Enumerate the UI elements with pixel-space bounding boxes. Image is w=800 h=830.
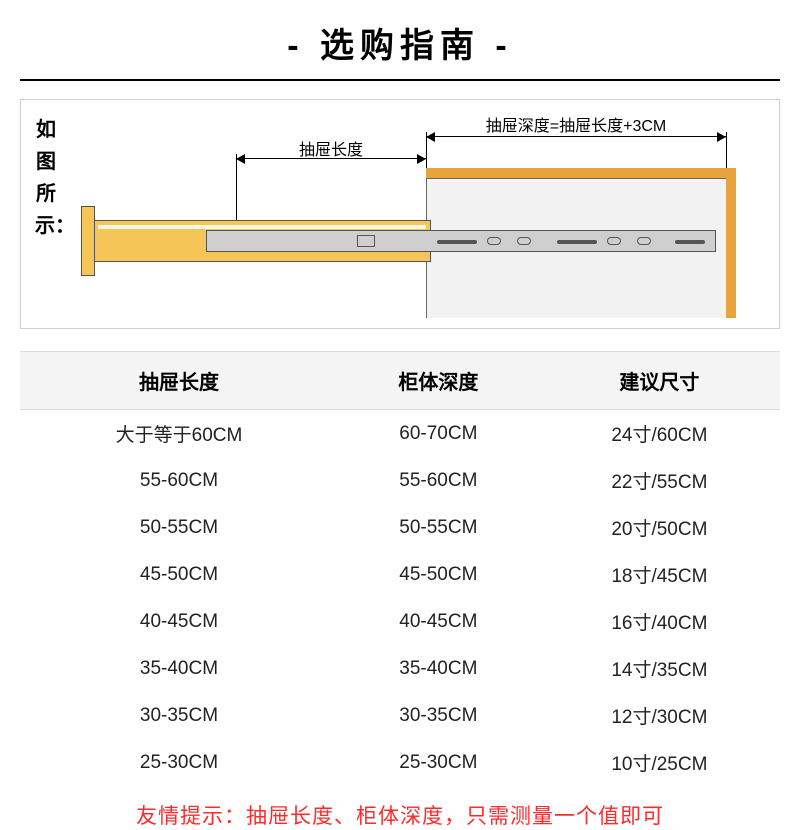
dim-line-depth: [426, 136, 726, 137]
table-cell: 50-55CM: [338, 504, 539, 551]
table-body: 大于等于60CM60-70CM24寸/60CM55-60CM55-60CM22寸…: [20, 410, 780, 787]
table-row: 40-45CM40-45CM16寸/40CM: [20, 598, 780, 645]
dim-label-length: 抽屉长度: [256, 136, 406, 160]
table-cell: 30-35CM: [20, 692, 338, 739]
table-row: 45-50CM45-50CM18寸/45CM: [20, 551, 780, 598]
table-cell: 24寸/60CM: [539, 410, 780, 458]
table-cell: 55-60CM: [20, 457, 338, 504]
rail-slot: [437, 240, 477, 244]
table-cell: 22寸/55CM: [539, 457, 780, 504]
table-cell: 60-70CM: [338, 410, 539, 458]
table-cell: 25-30CM: [20, 739, 338, 786]
col-header: 建议尺寸: [539, 352, 780, 410]
table-cell: 18寸/45CM: [539, 551, 780, 598]
table-cell: 40-45CM: [338, 598, 539, 645]
table-header-row: 抽屉长度 柜体深度 建议尺寸: [20, 352, 780, 410]
divider: [20, 79, 780, 81]
dim-tick: [726, 132, 727, 170]
table-cell: 45-50CM: [338, 551, 539, 598]
rail-hole-icon: [487, 237, 501, 245]
size-table: 抽屉长度 柜体深度 建议尺寸 大于等于60CM60-70CM24寸/60CM55…: [20, 351, 780, 786]
dim-label-depth: 抽屉深度=抽屉长度+3CM: [436, 112, 716, 136]
rail-slot: [557, 240, 597, 244]
rail-end-icon: [357, 235, 375, 247]
table-cell: 55-60CM: [338, 457, 539, 504]
table-cell: 35-40CM: [20, 645, 338, 692]
rail-hole-icon: [637, 237, 651, 245]
table-row: 50-55CM50-55CM20寸/50CM: [20, 504, 780, 551]
table-cell: 12寸/30CM: [539, 692, 780, 739]
footer-note: 友情提示：抽屉长度、柜体深度，只需测量一个值即可: [0, 800, 800, 830]
table-cell: 30-35CM: [338, 692, 539, 739]
diagram-area: 抽屉深度=抽屉长度+3CM 抽屉长度: [76, 110, 769, 318]
table-cell: 25-30CM: [338, 739, 539, 786]
diagram-side-label: 如图所示：: [35, 114, 57, 242]
drawer-front: [81, 206, 95, 276]
rail-hole-icon: [517, 237, 531, 245]
table-cell: 20寸/50CM: [539, 504, 780, 551]
table-row: 30-35CM30-35CM12寸/30CM: [20, 692, 780, 739]
slide-rail: [206, 230, 716, 252]
page-title: - 选购指南 -: [0, 0, 800, 79]
col-header: 抽屉长度: [20, 352, 338, 410]
rail-hole-icon: [607, 237, 621, 245]
dim-tick: [236, 154, 237, 222]
table-cell: 45-50CM: [20, 551, 338, 598]
table-cell: 40-45CM: [20, 598, 338, 645]
table-cell: 大于等于60CM: [20, 410, 338, 458]
table-row: 55-60CM55-60CM22寸/55CM: [20, 457, 780, 504]
diagram-container: 如图所示： 抽屉深度=抽屉长度+3CM 抽屉长度: [20, 99, 780, 329]
dim-line-length: [236, 158, 426, 159]
table-cell: 50-55CM: [20, 504, 338, 551]
table-row: 35-40CM35-40CM14寸/35CM: [20, 645, 780, 692]
size-table-section: 抽屉长度 柜体深度 建议尺寸 大于等于60CM60-70CM24寸/60CM55…: [20, 351, 780, 786]
table-cell: 16寸/40CM: [539, 598, 780, 645]
table-cell: 14寸/35CM: [539, 645, 780, 692]
drawer-highlight: [98, 225, 426, 229]
rail-slot: [675, 240, 705, 244]
col-header: 柜体深度: [338, 352, 539, 410]
table-row: 大于等于60CM60-70CM24寸/60CM: [20, 410, 780, 458]
table-cell: 10寸/25CM: [539, 739, 780, 786]
table-row: 25-30CM25-30CM10寸/25CM: [20, 739, 780, 786]
table-cell: 35-40CM: [338, 645, 539, 692]
